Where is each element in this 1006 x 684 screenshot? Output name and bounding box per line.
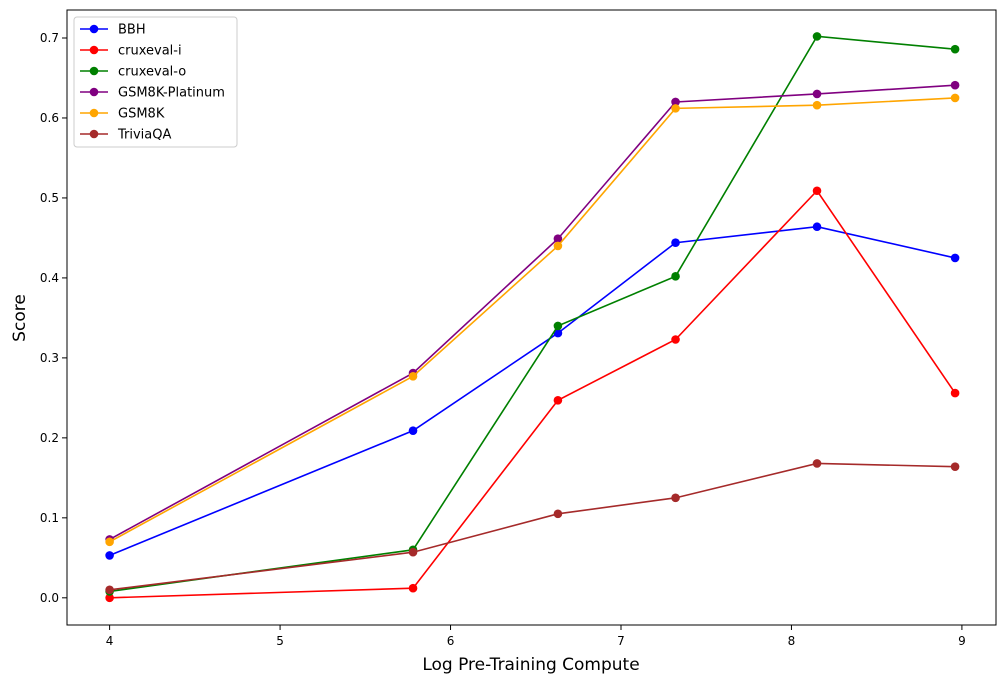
y-tick-label: 0.4 bbox=[40, 271, 59, 285]
data-point-cruxeval-o bbox=[553, 321, 563, 331]
data-point-gsm8k bbox=[553, 241, 563, 251]
data-point-cruxeval-o bbox=[671, 272, 680, 281]
legend-marker-cruxeval-o bbox=[89, 66, 99, 76]
legend-box bbox=[73, 16, 238, 148]
data-point-cruxeval-i bbox=[950, 388, 960, 398]
data-point-cruxeval-o bbox=[950, 44, 960, 54]
data-point-gsm8k bbox=[950, 93, 960, 103]
data-point-triviaqa bbox=[553, 509, 563, 519]
legend-marker-triviaqa bbox=[89, 129, 99, 139]
y-tick-label: 0.3 bbox=[40, 351, 59, 365]
data-point-gsm8k bbox=[105, 537, 114, 547]
data-point-gsm8k-platinum bbox=[812, 89, 822, 99]
y-axis-label: Score bbox=[10, 294, 30, 342]
y-tick-label: 0.6 bbox=[40, 111, 59, 125]
data-point-bbh bbox=[812, 222, 822, 232]
legend-label-cruxeval-i: cruxeval-i bbox=[118, 44, 182, 59]
series-line-gsm8k bbox=[109, 97, 956, 543]
data-point-bbh bbox=[408, 426, 418, 435]
data-point-gsm8k bbox=[408, 371, 418, 381]
data-point-cruxeval-i bbox=[105, 593, 114, 603]
data-point-gsm8k bbox=[671, 104, 680, 113]
legend-marker-gsm8k bbox=[89, 108, 99, 118]
series-line-bbh bbox=[109, 225, 956, 557]
series-line-cruxeval-i bbox=[109, 189, 956, 599]
x-tick-label: 7 bbox=[617, 634, 625, 648]
x-axis-label: Log Pre-Training Compute bbox=[422, 655, 639, 675]
data-point-cruxeval-i bbox=[812, 186, 822, 196]
legend-marker-gsm8k-platinum bbox=[89, 87, 99, 97]
data-point-triviaqa bbox=[812, 459, 822, 468]
x-axis: 4 5 6 7 8 9 bbox=[106, 625, 966, 648]
plot-frame bbox=[66, 9, 997, 626]
data-point-triviaqa bbox=[671, 493, 680, 503]
data-point-cruxeval-i bbox=[671, 335, 680, 344]
data-point-gsm8k-platinum bbox=[671, 97, 680, 107]
data-point-cruxeval-i bbox=[553, 395, 563, 405]
x-tick-label: 8 bbox=[788, 634, 796, 648]
legend-label-cruxeval-o: cruxeval-o bbox=[118, 65, 186, 80]
data-point-cruxeval-o bbox=[812, 32, 822, 41]
data-point-triviaqa bbox=[105, 585, 114, 595]
y-tick-label: 0.7 bbox=[40, 31, 59, 45]
legend-marker-bbh bbox=[89, 24, 99, 34]
series-layer bbox=[105, 32, 960, 603]
x-tick-label: 4 bbox=[106, 634, 114, 648]
y-tick-label: 0.2 bbox=[40, 431, 59, 445]
data-point-gsm8k-platinum bbox=[553, 234, 563, 244]
legend-label-bbh: BBH bbox=[118, 23, 146, 38]
legend: BBH cruxeval-i cruxeval-o GSM8K-Platinum GSM… bbox=[73, 16, 238, 148]
data-point-cruxeval-i bbox=[408, 583, 418, 593]
data-point-bbh bbox=[950, 253, 960, 263]
legend-label-gsm8k: GSM8K bbox=[118, 107, 165, 122]
y-tick-label: 0.0 bbox=[40, 591, 59, 605]
x-tick-label: 6 bbox=[447, 634, 455, 648]
x-tick-label: 9 bbox=[958, 634, 966, 648]
data-point-gsm8k bbox=[812, 100, 822, 110]
y-tick-label: 0.5 bbox=[40, 191, 59, 205]
data-point-triviaqa bbox=[950, 462, 960, 471]
y-tick-label: 0.1 bbox=[40, 511, 59, 525]
data-point-gsm8k-platinum bbox=[950, 80, 960, 90]
data-point-bbh bbox=[671, 238, 680, 248]
legend-label-gsm8k-platinum: GSM8K-Platinum bbox=[118, 86, 225, 101]
x-tick-label: 5 bbox=[276, 634, 284, 648]
legend-label-triviaqa: TriviaQA bbox=[117, 128, 171, 143]
y-axis: 0.0 0.1 0.2 0.3 0.4 0.5 0.6 0.7 bbox=[40, 31, 67, 605]
legend-marker-cruxeval-i bbox=[89, 45, 99, 55]
data-point-bbh bbox=[105, 551, 114, 560]
data-point-triviaqa bbox=[408, 547, 418, 557]
series-line-gsm8k-platinum bbox=[109, 84, 956, 541]
data-point-bbh bbox=[553, 328, 563, 338]
series-line-cruxeval-o bbox=[109, 35, 956, 593]
series-line-triviaqa bbox=[109, 462, 956, 591]
